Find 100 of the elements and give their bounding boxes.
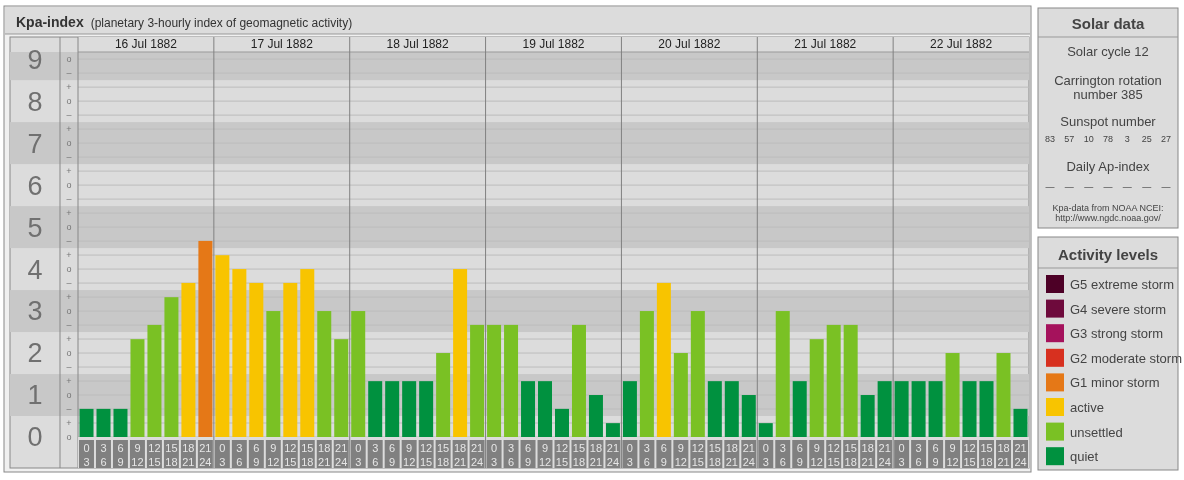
category-label: +	[66, 334, 72, 345]
category-label: +	[66, 292, 72, 303]
x-tick-label: 12 15	[148, 442, 161, 468]
bar	[504, 324, 519, 437]
category-label: –	[66, 110, 72, 121]
bar	[147, 324, 162, 437]
x-tick-label: 6 9	[117, 442, 124, 468]
y-tick-label: 7	[27, 128, 43, 159]
bar	[554, 408, 569, 437]
x-tick-label: 15 18	[165, 442, 178, 468]
x-tick-label: 6 9	[932, 442, 939, 468]
text: Solar data	[1071, 15, 1145, 32]
x-tick-label: 12 15	[284, 442, 297, 468]
bar	[1013, 408, 1028, 437]
chart-subtitle: (planetary 3-hourly index of geomagnetic activity)	[90, 16, 353, 30]
bar	[707, 381, 722, 437]
category-label: o	[66, 138, 72, 149]
category-label: –	[66, 362, 72, 373]
x-tick-label: 0 3	[762, 442, 769, 468]
bar	[351, 311, 366, 437]
x-tick-label: 18 21	[725, 442, 738, 468]
x-tick-label: 6 9	[796, 442, 803, 468]
x-tick-label: 15 18	[980, 442, 993, 468]
legend-label: G1 minor storm	[1070, 375, 1160, 391]
x-tick-label: 15 18	[708, 442, 721, 468]
text: Kpa-data from NOAA NCEI: http://www.ngdc.noaa.gov/	[1052, 203, 1164, 223]
category-label: +	[66, 124, 72, 135]
x-tick-label: 0 3	[491, 442, 498, 468]
bar	[249, 282, 264, 437]
legend-label: G5 extreme storm	[1070, 277, 1175, 292]
text: Carrington rotation number 385	[1054, 73, 1162, 102]
bar	[334, 339, 349, 437]
bar	[911, 381, 926, 437]
bar	[843, 324, 858, 437]
category-label: o	[66, 306, 72, 317]
legend-label: G3 strong storm	[1070, 326, 1164, 342]
legend-label: G4 severe storm	[1070, 301, 1167, 317]
category-label: +	[66, 376, 72, 387]
bar	[877, 381, 892, 437]
x-tick-label: 0 3	[355, 442, 362, 468]
bar	[164, 297, 179, 437]
x-tick-label: 18 21	[997, 442, 1010, 468]
category-label: o	[66, 264, 72, 275]
bar	[470, 324, 485, 437]
bar	[945, 353, 960, 437]
bar	[962, 381, 977, 437]
text: 16 Jul 1882	[114, 37, 178, 51]
category-label: –	[66, 152, 72, 163]
x-tick-label: 18 21	[318, 442, 331, 468]
bar	[266, 311, 281, 437]
x-tick-label: 6 9	[253, 442, 260, 468]
x-tick-label: 9 12	[538, 442, 552, 468]
category-label: o	[66, 390, 72, 401]
x-tick-label: 21 24	[335, 442, 348, 468]
bar	[402, 381, 417, 437]
text: Solar cycle 12	[1067, 44, 1149, 59]
category-label: o	[66, 348, 72, 359]
y-tick-label: 6	[27, 170, 43, 201]
bar	[96, 408, 111, 437]
category-label: –	[66, 68, 72, 79]
x-tick-label: 0 3	[898, 442, 905, 468]
category-label: +	[66, 208, 72, 219]
x-tick-label: 6 9	[660, 442, 667, 468]
bar	[215, 255, 230, 437]
bar	[979, 381, 994, 437]
x-tick-label: 15 18	[436, 442, 450, 468]
x-tick-label: 3 6	[100, 442, 107, 468]
x-tick-label: 12 15	[963, 442, 976, 468]
bar	[860, 395, 875, 437]
category-label: –	[66, 404, 72, 415]
x-tick-label: 9 12	[403, 442, 416, 468]
category-label: –	[66, 194, 72, 205]
bar	[453, 269, 468, 437]
bar	[521, 381, 536, 437]
x-tick-label: 21 24	[1014, 442, 1027, 468]
text: 19 Jul 1882	[522, 37, 585, 51]
bar	[775, 311, 790, 437]
x-tick-label: 6 9	[524, 442, 532, 468]
x-tick-label: 12 15	[555, 442, 569, 468]
legend-label: unsettled	[1070, 424, 1123, 440]
x-tick-label: 18 21	[861, 442, 874, 468]
text: 21 Jul 1882	[794, 37, 857, 51]
category-label: o	[66, 180, 72, 191]
text: 22 Jul 1882	[930, 37, 993, 51]
category-label: +	[66, 166, 72, 177]
bar	[419, 381, 434, 437]
x-tick-label: 15 18	[301, 442, 314, 468]
bar	[656, 282, 671, 437]
chart-title: Kpa-index	[16, 14, 84, 30]
text: 20 Jul 1882	[658, 37, 721, 51]
category-label: o	[66, 54, 72, 65]
bar	[283, 282, 298, 437]
bar	[436, 353, 451, 437]
y-tick-label: 5	[27, 212, 43, 243]
bar	[300, 269, 315, 437]
x-tick-label: 12 15	[827, 442, 840, 468]
bar	[622, 381, 637, 437]
x-tick-label: 3 6	[915, 442, 922, 468]
y-tick-label: 4	[27, 254, 43, 285]
x-tick-label: 9 12	[674, 442, 687, 468]
